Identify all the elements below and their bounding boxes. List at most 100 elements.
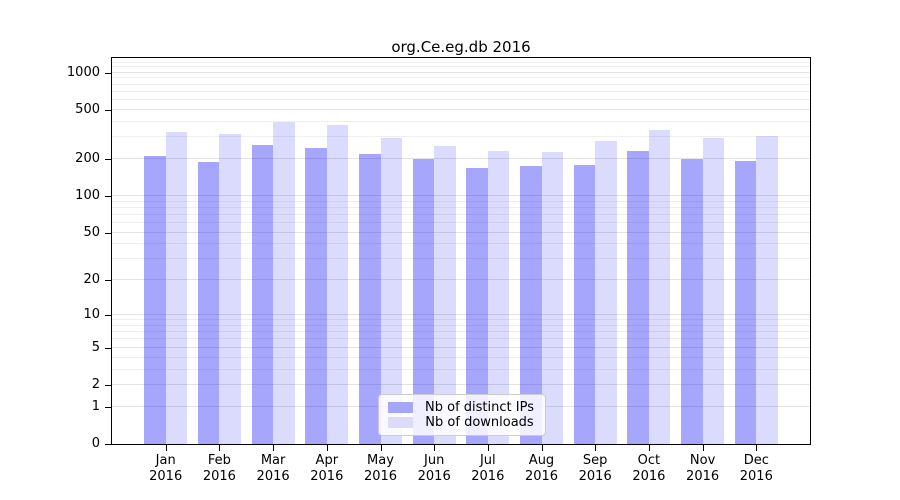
xtick-label-jan: Jan 2016: [138, 453, 194, 484]
ytick-mark-20: [105, 280, 111, 282]
xtick-month: May: [367, 453, 394, 468]
bar-downloads-nov: [702, 137, 725, 444]
xtick-label-apr: Apr 2016: [299, 453, 355, 484]
gridline-1100: [112, 66, 810, 68]
gridline-9: [112, 319, 810, 321]
bar-downloads-aug: [541, 152, 563, 444]
xtick-year: 2016: [578, 468, 612, 484]
bar-distinct-ips-feb: [197, 162, 220, 444]
legend-row-downloads: Nb of downloads: [388, 415, 536, 430]
bar-downloads-jul: [487, 150, 510, 444]
legend: Nb of distinct IPs Nb of downloads: [378, 394, 546, 436]
ytick-mark-1000: [105, 72, 111, 74]
bar-distinct-ips-jul: [466, 167, 488, 444]
xtick-label-jun: Jun 2016: [406, 453, 462, 484]
ytick-label-1000: 1000: [66, 64, 100, 80]
gridline-700: [112, 90, 810, 92]
xtick-mark-jun: [434, 445, 436, 451]
ytick-label-20: 20: [83, 272, 100, 288]
xtick-year: 2016: [310, 468, 344, 484]
ytick-label-10: 10: [83, 307, 100, 323]
xtick-year: 2016: [256, 468, 290, 484]
bar-distinct-ips-may: [359, 153, 381, 444]
bar-downloads-apr: [326, 124, 349, 444]
bar-downloads-sep: [595, 141, 617, 444]
bar-distinct-ips-mar: [251, 145, 274, 444]
ytick-label-2: 2: [91, 376, 100, 392]
bar-distinct-ips-aug: [520, 166, 542, 444]
gridline-200: [112, 157, 810, 159]
xtick-mark-aug: [541, 445, 543, 451]
bar-distinct-ips-jan: [144, 155, 166, 444]
xtick-year: 2016: [739, 468, 773, 484]
ytick-mark-200: [105, 158, 111, 160]
xtick-year: 2016: [686, 468, 720, 484]
bar-downloads-jan: [165, 131, 188, 444]
xtick-label-aug: Aug 2016: [514, 453, 570, 484]
gridline-1000: [112, 71, 810, 73]
bar-distinct-ips-sep: [573, 165, 596, 444]
xtick-mark-mar: [273, 445, 275, 451]
gridline-2: [112, 383, 810, 385]
xtick-month: Jun: [424, 453, 445, 468]
gridline-500: [112, 108, 810, 110]
gridline-50: [112, 231, 810, 233]
gridline-400: [112, 120, 810, 122]
ytick-label-5: 5: [91, 339, 100, 355]
bar-downloads-dec: [756, 136, 778, 444]
xtick-mark-nov: [702, 445, 704, 451]
gridline-80: [112, 206, 810, 208]
xtick-month: Apr: [315, 453, 339, 468]
xtick-mark-jul: [487, 445, 489, 451]
xtick-month: Jul: [479, 453, 496, 468]
xtick-mark-dec: [756, 445, 758, 451]
xtick-month: Jan: [155, 453, 176, 468]
gridline-70: [112, 213, 810, 215]
gridline-30: [112, 258, 810, 260]
legend-row-distinct-ips: Nb of distinct IPs: [388, 400, 536, 415]
ytick-mark-500: [105, 109, 111, 111]
ytick-label-200: 200: [75, 150, 100, 166]
xtick-month: Sep: [582, 453, 608, 468]
ytick-label-100: 100: [75, 187, 100, 203]
ytick-mark-1: [105, 406, 111, 408]
xtick-month: Mar: [260, 453, 286, 468]
ytick-mark-5: [105, 347, 111, 349]
ytick-label-50: 50: [83, 224, 100, 240]
gridline-900: [112, 77, 810, 79]
xtick-year: 2016: [363, 468, 398, 484]
xtick-month: Oct: [637, 453, 661, 468]
bar-downloads-jun: [434, 146, 456, 444]
gridline-60: [112, 222, 810, 223]
bar-downloads-may: [380, 138, 402, 444]
xtick-mark-may: [380, 445, 382, 451]
xtick-month: Aug: [528, 453, 555, 468]
plot-area: [111, 57, 811, 445]
bar-downloads-feb: [219, 133, 241, 444]
xtick-year: 2016: [471, 468, 505, 484]
xtick-label-oct: Oct 2016: [621, 453, 677, 484]
ytick-mark-10: [105, 315, 111, 317]
bar-distinct-ips-nov: [681, 159, 703, 444]
legend-label-downloads: Nb of downloads: [425, 415, 534, 430]
legend-swatch-downloads: [388, 417, 413, 428]
xtick-label-jul: Jul 2016: [460, 453, 516, 484]
xtick-label-feb: Feb 2016: [191, 453, 247, 484]
xtick-mark-feb: [219, 445, 221, 451]
bar-downloads-mar: [273, 121, 295, 444]
xtick-month: Nov: [689, 453, 716, 468]
gridline-10: [112, 314, 810, 316]
ytick-mark-100: [105, 195, 111, 197]
ytick-mark-50: [105, 232, 111, 234]
xtick-label-may: May 2016: [353, 453, 409, 484]
xtick-label-sep: Sep 2016: [567, 453, 623, 484]
gridline-40: [112, 243, 810, 245]
xtick-mark-jan: [165, 445, 167, 451]
xtick-label-dec: Dec 2016: [728, 453, 784, 484]
gridline-1200: [112, 61, 810, 63]
xtick-year: 2016: [524, 468, 559, 484]
xtick-year: 2016: [632, 468, 666, 484]
xtick-mark-oct: [648, 445, 650, 451]
gridline-300: [112, 136, 810, 138]
